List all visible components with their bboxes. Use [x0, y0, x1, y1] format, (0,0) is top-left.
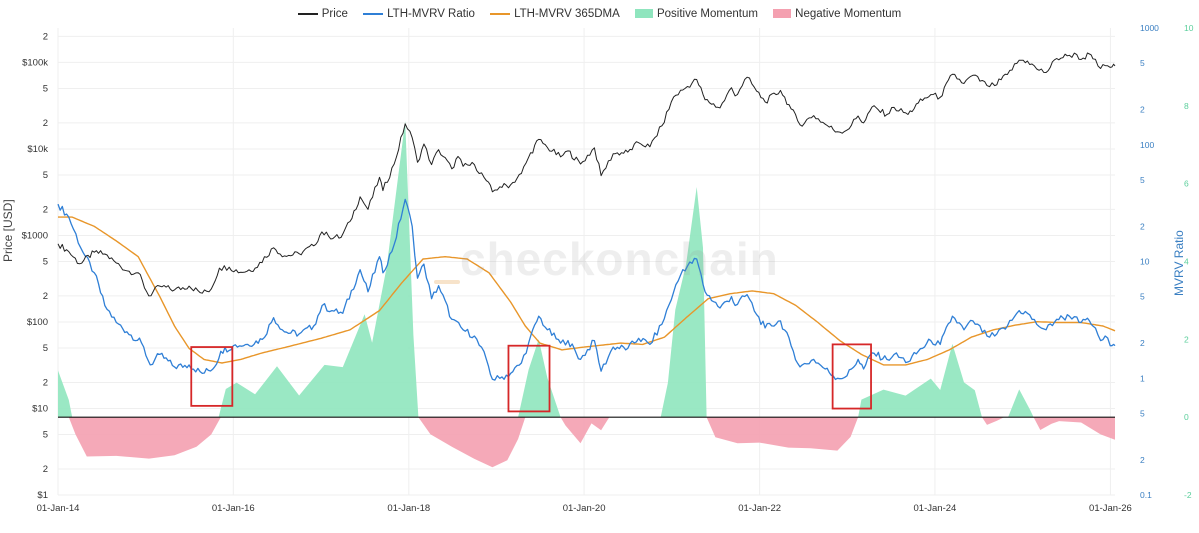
y-tick-label-price-7: 2: [43, 291, 48, 302]
y-tick-label-price-8: 5: [43, 257, 48, 268]
y-tick-label-mvrv-4: 2: [1140, 338, 1145, 348]
y-tick-label-mvrv-12: 1000: [1140, 23, 1159, 33]
y-tick-label-mvrv-8: 5: [1140, 175, 1145, 185]
legend-label-lth-mvrv-365dma: LTH-MVRV 365DMA: [514, 8, 620, 20]
y-tick-label-price-2: 5: [43, 430, 48, 441]
legend-item-lth-mvrv-365dma[interactable]: LTH-MVRV 365DMA: [490, 8, 620, 20]
y-tick-label-price-10: 2: [43, 204, 48, 215]
y-tick-label-price-16: 2: [43, 31, 48, 42]
y-tick-label-price-9: $1000: [22, 230, 48, 241]
legend-swatch-lth-mvrv-365dma: [490, 12, 511, 15]
legend: Price LTH-MVRV Ratio LTH-MVRV 365DMA Pos…: [0, 8, 1199, 20]
y-tick-label-momentum-1: 0: [1184, 412, 1189, 422]
y-tick-label-mvrv-3: 1: [1140, 373, 1145, 383]
y-tick-label-price-14: 5: [43, 83, 48, 94]
y-tick-label-price-6: $100: [27, 317, 48, 328]
y-axis-title-mvrv: MVRV Ratio: [1172, 230, 1186, 296]
annotation-box-1: [190, 346, 234, 407]
x-tick-label-0: 01-Jan-14: [37, 503, 80, 514]
x-tick-label-5: 01-Jan-24: [914, 503, 957, 514]
y-tick-label-mvrv-11: 5: [1140, 58, 1145, 68]
watermark-dash: [434, 280, 460, 284]
annotation-box-2: [507, 344, 551, 413]
x-tick-label-6: 01-Jan-26: [1089, 503, 1132, 514]
y-tick-label-momentum-6: 10: [1184, 23, 1194, 33]
y-tick-label-mvrv-6: 10: [1140, 257, 1150, 267]
legend-swatch-lth-mvrv: [363, 12, 384, 15]
legend-label-negative-momentum: Negative Momentum: [795, 8, 902, 20]
y-tick-label-mvrv-2: 5: [1140, 408, 1145, 418]
series-negative-momentum: [58, 417, 1115, 468]
y-tick-label-momentum-0: -2: [1184, 490, 1192, 500]
x-tick-label-3: 01-Jan-20: [563, 503, 606, 514]
legend-item-price[interactable]: Price: [297, 8, 348, 20]
legend-swatch-negative-momentum: [773, 9, 792, 19]
y-tick-label-price-12: $10k: [27, 144, 48, 155]
y-tick-label-price-15: $100k: [22, 57, 48, 68]
series-lth-mvrv-ratio: [57, 198, 1116, 381]
legend-label-lth-mvrv: LTH-MVRV Ratio: [387, 8, 475, 20]
y-tick-label-momentum-3: 4: [1184, 257, 1189, 267]
legend-item-positive-momentum[interactable]: Positive Momentum: [634, 8, 758, 20]
y-tick-label-mvrv-5: 5: [1140, 292, 1145, 302]
y-tick-label-price-3: $10: [32, 403, 48, 414]
legend-swatch-positive-momentum: [634, 9, 653, 19]
x-tick-label-4: 01-Jan-22: [738, 503, 781, 514]
y-tick-label-momentum-4: 6: [1184, 179, 1189, 189]
y-tick-label-mvrv-1: 2: [1140, 455, 1145, 465]
y-axis-title-price: Price [USD]: [1, 199, 15, 262]
legend-item-negative-momentum[interactable]: Negative Momentum: [773, 8, 901, 20]
legend-label-positive-momentum: Positive Momentum: [656, 8, 758, 20]
y-tick-label-price-0: $1: [37, 490, 48, 501]
y-tick-label-mvrv-9: 100: [1140, 140, 1154, 150]
y-tick-label-momentum-2: 2: [1184, 334, 1189, 344]
y-tick-label-mvrv-0: 0.1: [1140, 490, 1152, 500]
watermark: checkonchain: [460, 233, 779, 285]
legend-item-lth-mvrv[interactable]: LTH-MVRV Ratio: [363, 8, 475, 20]
y-tick-label-price-1: 2: [43, 464, 48, 475]
legend-label-price: Price: [321, 8, 348, 20]
x-tick-label-1: 01-Jan-16: [212, 503, 255, 514]
y-tick-label-price-13: 2: [43, 118, 48, 129]
x-tick-label-2: 01-Jan-18: [387, 503, 430, 514]
y-tick-label-mvrv-7: 2: [1140, 221, 1145, 231]
annotation-box-3: [831, 343, 872, 410]
y-tick-label-price-11: 5: [43, 170, 48, 181]
y-tick-label-mvrv-10: 2: [1140, 105, 1145, 115]
series-price: [57, 52, 1116, 297]
y-tick-label-price-4: 2: [43, 377, 48, 388]
y-tick-label-momentum-5: 8: [1184, 101, 1189, 111]
legend-swatch-price: [297, 12, 318, 15]
y-tick-label-price-5: 5: [43, 343, 48, 354]
